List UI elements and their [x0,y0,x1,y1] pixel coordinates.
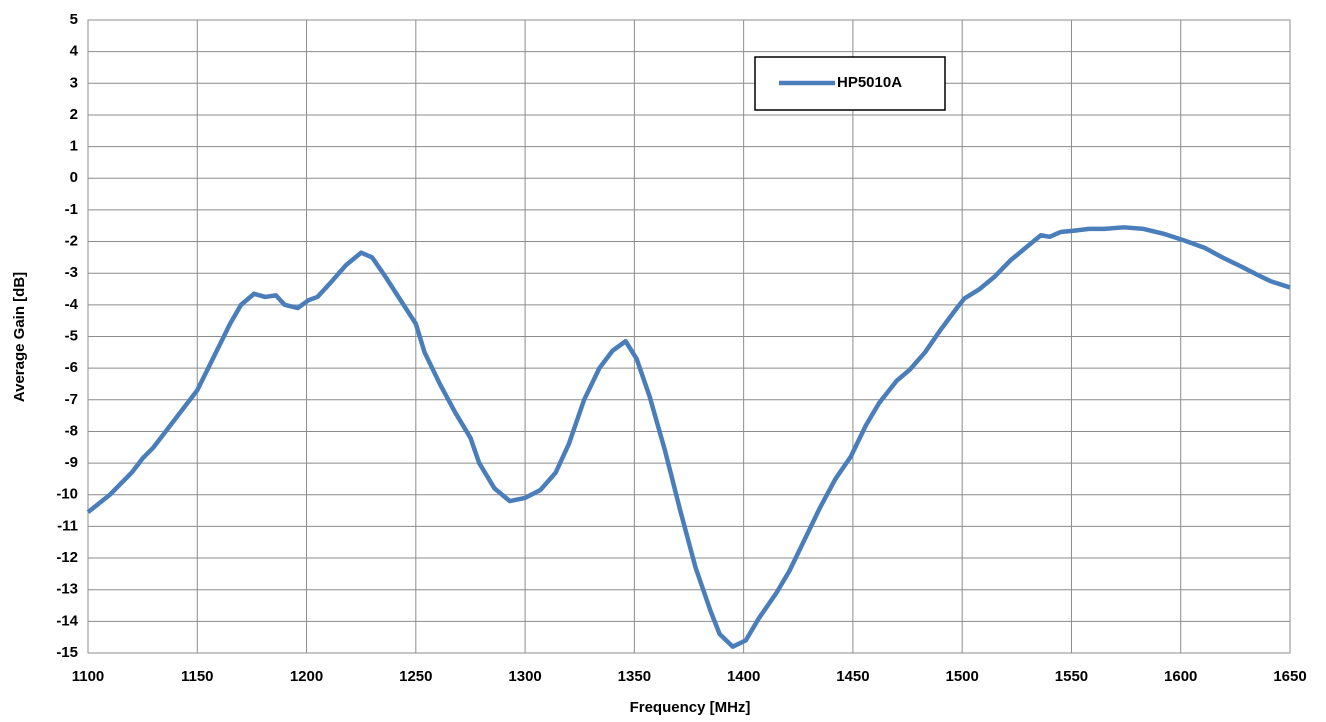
y-tick-label: 0 [70,169,78,186]
x-tick-label: 1650 [1273,668,1306,685]
x-tick-label: 1200 [290,668,323,685]
x-axis-title: Frequency [MHz] [630,699,751,716]
x-tick-label: 1600 [1164,668,1197,685]
y-tick-label: 5 [70,11,78,28]
y-tick-label: -5 [65,327,78,344]
y-axis-title: Average Gain [dB] [11,272,28,402]
plot-frame [87,19,1291,654]
x-tick-label: 1350 [618,668,651,685]
x-tick-label: 1450 [836,668,869,685]
x-tick-label: 1250 [399,668,432,685]
y-tick-label: -11 [57,517,78,534]
y-tick-label: -4 [65,296,79,313]
x-tick-label: 1150 [181,668,214,685]
y-tick-label: 1 [70,138,78,155]
x-tick-label: 1550 [1055,668,1088,685]
legend: HP5010A [754,56,946,111]
y-tick-label: -3 [65,264,78,281]
x-tick-label: 1500 [945,668,978,685]
y-tick-label: 2 [70,106,78,123]
y-tick-label: -9 [65,454,78,471]
y-tick-label: -14 [56,612,78,629]
y-tick-label: -12 [56,549,78,566]
y-tick-label: -7 [65,391,78,408]
x-tick-label: 1100 [72,668,105,685]
y-tick-label: -2 [65,233,78,250]
y-tick-label: -10 [56,486,78,503]
x-tick-label: 1400 [727,668,760,685]
y-tick-label: 4 [70,43,79,60]
data-line [86,225,1291,649]
x-tick-label: 1300 [508,668,541,685]
y-tick-label: -1 [65,201,78,218]
y-tick-label: -6 [65,359,78,376]
y-tick-label: -15 [56,644,78,661]
y-tick-label: -8 [65,422,78,439]
legend-label: HP5010A [837,74,902,91]
y-tick-label: -13 [56,581,78,598]
y-tick-label: 3 [70,74,78,91]
